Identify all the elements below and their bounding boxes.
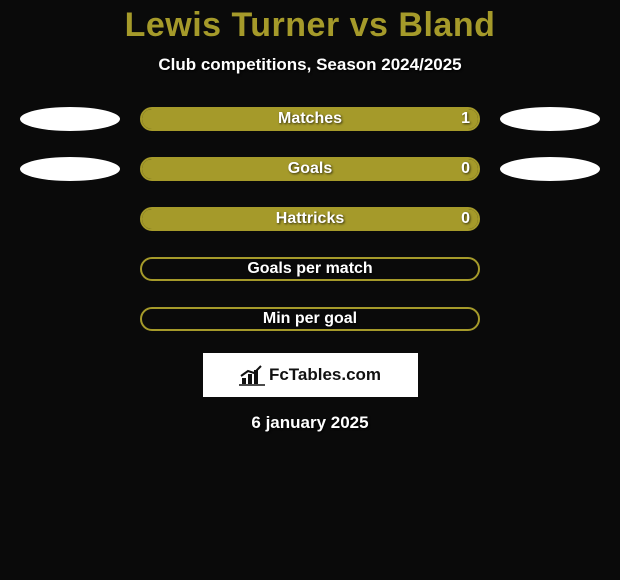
stat-value-right: 0 [461, 160, 470, 178]
subtitle: Club competitions, Season 2024/2025 [0, 55, 620, 75]
left-ellipse [20, 107, 120, 131]
stat-bar: Min per goal [140, 307, 480, 331]
stat-bar: Goals per match [140, 257, 480, 281]
stat-label: Min per goal [263, 310, 357, 328]
stat-bar: Goals 0 [140, 157, 480, 181]
player-left-name: Lewis Turner [125, 6, 340, 44]
stat-row: Hattricks 0 [10, 207, 610, 231]
stat-label: Hattricks [276, 210, 344, 228]
logo-box: FcTables.com [203, 353, 418, 397]
logo-text: FcTables.com [269, 365, 381, 385]
right-ellipse [500, 107, 600, 131]
stat-row: Goals 0 [10, 157, 610, 181]
stat-label: Matches [278, 110, 342, 128]
right-ellipse [500, 157, 600, 181]
stat-label: Goals per match [247, 260, 372, 278]
stat-bar: Matches 1 [140, 107, 480, 131]
page-title: Lewis Turner vs Bland [0, 0, 620, 45]
stat-row: Goals per match [10, 257, 610, 281]
stat-value-right: 1 [461, 110, 470, 128]
vs-text: vs [340, 6, 399, 44]
stat-bar: Hattricks 0 [140, 207, 480, 231]
stat-row: Min per goal [10, 307, 610, 331]
left-ellipse [20, 157, 120, 181]
logo-chart-icon [239, 364, 265, 386]
stat-row: Matches 1 [10, 107, 610, 131]
stat-label: Goals [288, 160, 332, 178]
date-text: 6 january 2025 [0, 413, 620, 433]
stats-rows: Matches 1 Goals 0 Hattricks 0 Goals per match M… [0, 107, 620, 331]
player-right-name: Bland [398, 6, 495, 44]
stat-value-right: 0 [461, 210, 470, 228]
